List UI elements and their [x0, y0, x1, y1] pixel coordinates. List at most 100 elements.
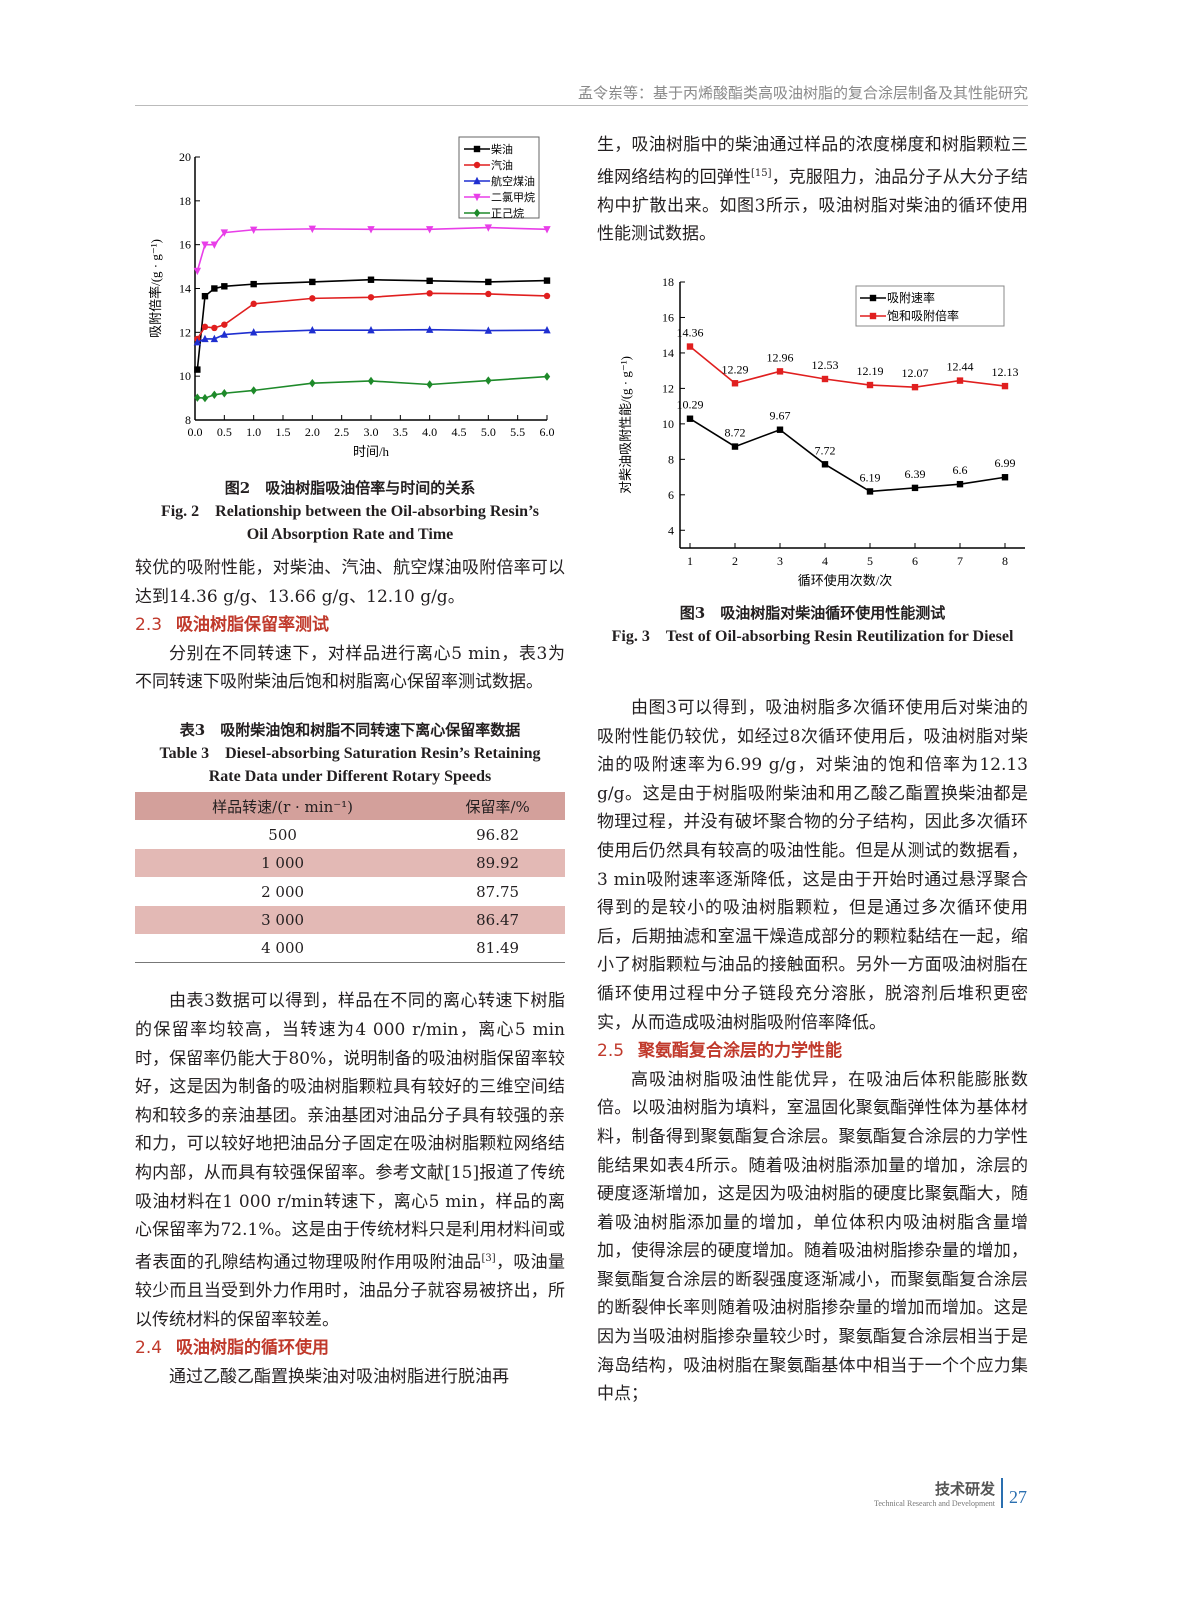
- data-point-marker: [821, 375, 829, 383]
- section-heading-2-5: 2.5 聚氨酯复合涂层的力学性能: [597, 1041, 843, 1062]
- series-line: [197, 328, 548, 343]
- data-point-marker: [1001, 474, 1009, 481]
- fig2-caption-en-2: Oil Absorption Rate and Time: [246, 526, 454, 543]
- data-point-marker: [911, 484, 919, 492]
- y-tick-label: 10: [662, 417, 674, 431]
- y-axis-label: 对柴油吸附性能/(g · g⁻¹): [618, 356, 633, 494]
- y-tick-label: 14: [179, 282, 191, 296]
- footer-section-en: Technical Research and Development: [874, 1499, 995, 1508]
- y-axis-label: 吸附倍率/(g · g⁻¹): [148, 239, 163, 338]
- data-point-marker: [426, 277, 433, 285]
- data-point-marker: [367, 294, 375, 301]
- data-point-marker: [485, 376, 492, 385]
- data-point-marker: [249, 226, 258, 234]
- data-point-marker: [911, 383, 919, 391]
- page-number: 27: [1009, 1487, 1027, 1507]
- data-label: 7.72: [815, 443, 836, 457]
- data-point-marker: [776, 368, 784, 375]
- table-row: 500 96.82: [268, 825, 520, 844]
- table3-caption-en: Table 3 Diesel-absorbing Saturation Resi…: [159, 744, 541, 762]
- x-tick-label: 1: [687, 554, 693, 568]
- data-point-marker: [425, 226, 434, 234]
- x-tick-label: 0.5: [217, 425, 232, 439]
- x-tick-label: 4: [822, 554, 828, 568]
- data-point-marker: [220, 330, 229, 338]
- x-tick-label: 3: [777, 554, 783, 568]
- series-line: [196, 278, 548, 370]
- legend-box: [855, 285, 1005, 327]
- data-point-marker: [473, 161, 481, 169]
- data-point-marker: [425, 325, 434, 333]
- data-label: 6.39: [905, 467, 926, 481]
- x-axis-label: 循环使用次数/次: [798, 573, 893, 588]
- fig2-caption-en: Fig. 2 Relationship between the Oil-abso…: [160, 503, 540, 520]
- data-point-marker: [201, 323, 209, 331]
- data-label: 12.13: [992, 365, 1019, 379]
- table-header: 样品转速/(r · min⁻¹): [135, 791, 431, 821]
- footer-section-cn: 技术研发: [934, 1480, 995, 1498]
- table-row: 2 000 87.75: [261, 882, 520, 901]
- data-point-marker: [731, 380, 739, 387]
- legend-label: 二氯甲烷: [491, 190, 535, 204]
- footer: 技术研发 Technical Research and Development …: [874, 1478, 1027, 1508]
- fig3-caption-en: Fig. 3 Test of Oil-absorbing Resin Reuti…: [611, 628, 1014, 645]
- x-tick-label: 2.0: [305, 425, 320, 439]
- data-point-marker: [731, 443, 739, 450]
- x-tick-label: 6.0: [540, 425, 555, 439]
- paragraph: 分别在不同转速下，对样品进行离心5 min，表3为不同转速下吸附柴油后饱和树脂离…: [135, 643, 565, 693]
- data-point-marker: [367, 226, 375, 234]
- legend-label: 吸附速率: [887, 290, 935, 305]
- legend-label: 汽油: [491, 158, 513, 172]
- paragraph: 通过乙酸乙酯置换柴油对吸油树脂进行脱油再: [169, 1366, 509, 1387]
- data-label: 6.99: [995, 456, 1016, 470]
- data-label: 9.67: [770, 409, 791, 423]
- data-point-marker: [485, 290, 492, 298]
- fig2-caption-cn: 图2 吸油树脂吸油倍率与时间的关系: [224, 479, 476, 497]
- x-tick-label: 5: [867, 554, 873, 568]
- data-point-marker: [484, 224, 493, 232]
- x-tick-label: 5.0: [481, 425, 496, 439]
- data-point-marker: [249, 328, 258, 336]
- x-tick-label: 0.0: [188, 425, 203, 439]
- legend-label: 饱和吸附倍率: [887, 308, 959, 323]
- data-label: 12.19: [857, 364, 884, 378]
- data-point-marker: [543, 325, 551, 334]
- data-point-marker: [250, 386, 257, 395]
- data-point-marker: [367, 276, 375, 283]
- data-point-marker: [1001, 382, 1009, 390]
- series-line: [196, 292, 548, 340]
- data-point-marker: [308, 225, 317, 234]
- data-point-marker: [426, 380, 433, 389]
- y-tick-label: 12: [662, 381, 674, 395]
- data-point-marker: [193, 337, 202, 346]
- data-point-marker: [309, 278, 316, 286]
- data-point-marker: [776, 426, 784, 433]
- x-tick-label: 1.5: [276, 425, 291, 439]
- data-point-marker: [210, 334, 219, 343]
- data-point-marker: [473, 145, 481, 153]
- data-point-marker: [821, 461, 829, 468]
- legend-label: 正己烷: [491, 206, 524, 220]
- data-point-marker: [308, 325, 317, 334]
- data-point-marker: [201, 241, 209, 249]
- x-axis-label: 时间/h: [353, 444, 390, 459]
- table-row: 4 000 81.49: [261, 939, 520, 958]
- x-tick-label: 6: [912, 554, 918, 568]
- data-point-marker: [956, 377, 964, 384]
- running-header: 孟令岽等：基于丙烯酸酯类高吸油树脂的复合涂层制备及其性能研究: [577, 84, 1028, 102]
- data-point-marker: [194, 393, 201, 402]
- data-point-marker: [210, 241, 219, 249]
- data-point-marker: [426, 290, 433, 297]
- y-tick-label: 18: [179, 194, 191, 208]
- data-label: 12.44: [947, 360, 974, 374]
- y-tick-label: 10: [179, 369, 191, 383]
- x-tick-label: 7: [957, 554, 963, 568]
- data-label: 12.96: [767, 350, 794, 364]
- data-point-marker: [201, 334, 209, 343]
- y-tick-label: 18: [662, 275, 674, 289]
- data-point-marker: [473, 176, 481, 185]
- paragraph: 由表3数据可以得到，样品在不同的离心转速下树脂的保留率均较高，当转速为4 000…: [135, 991, 566, 1330]
- right-column-top: 生，吸油树脂中的柴油通过样品的浓度梯度和树脂颗粒三维网络结构的回弹性[15]，克…: [597, 131, 1028, 249]
- y-tick-label: 16: [179, 238, 191, 252]
- legend-label: 柴油: [491, 142, 513, 156]
